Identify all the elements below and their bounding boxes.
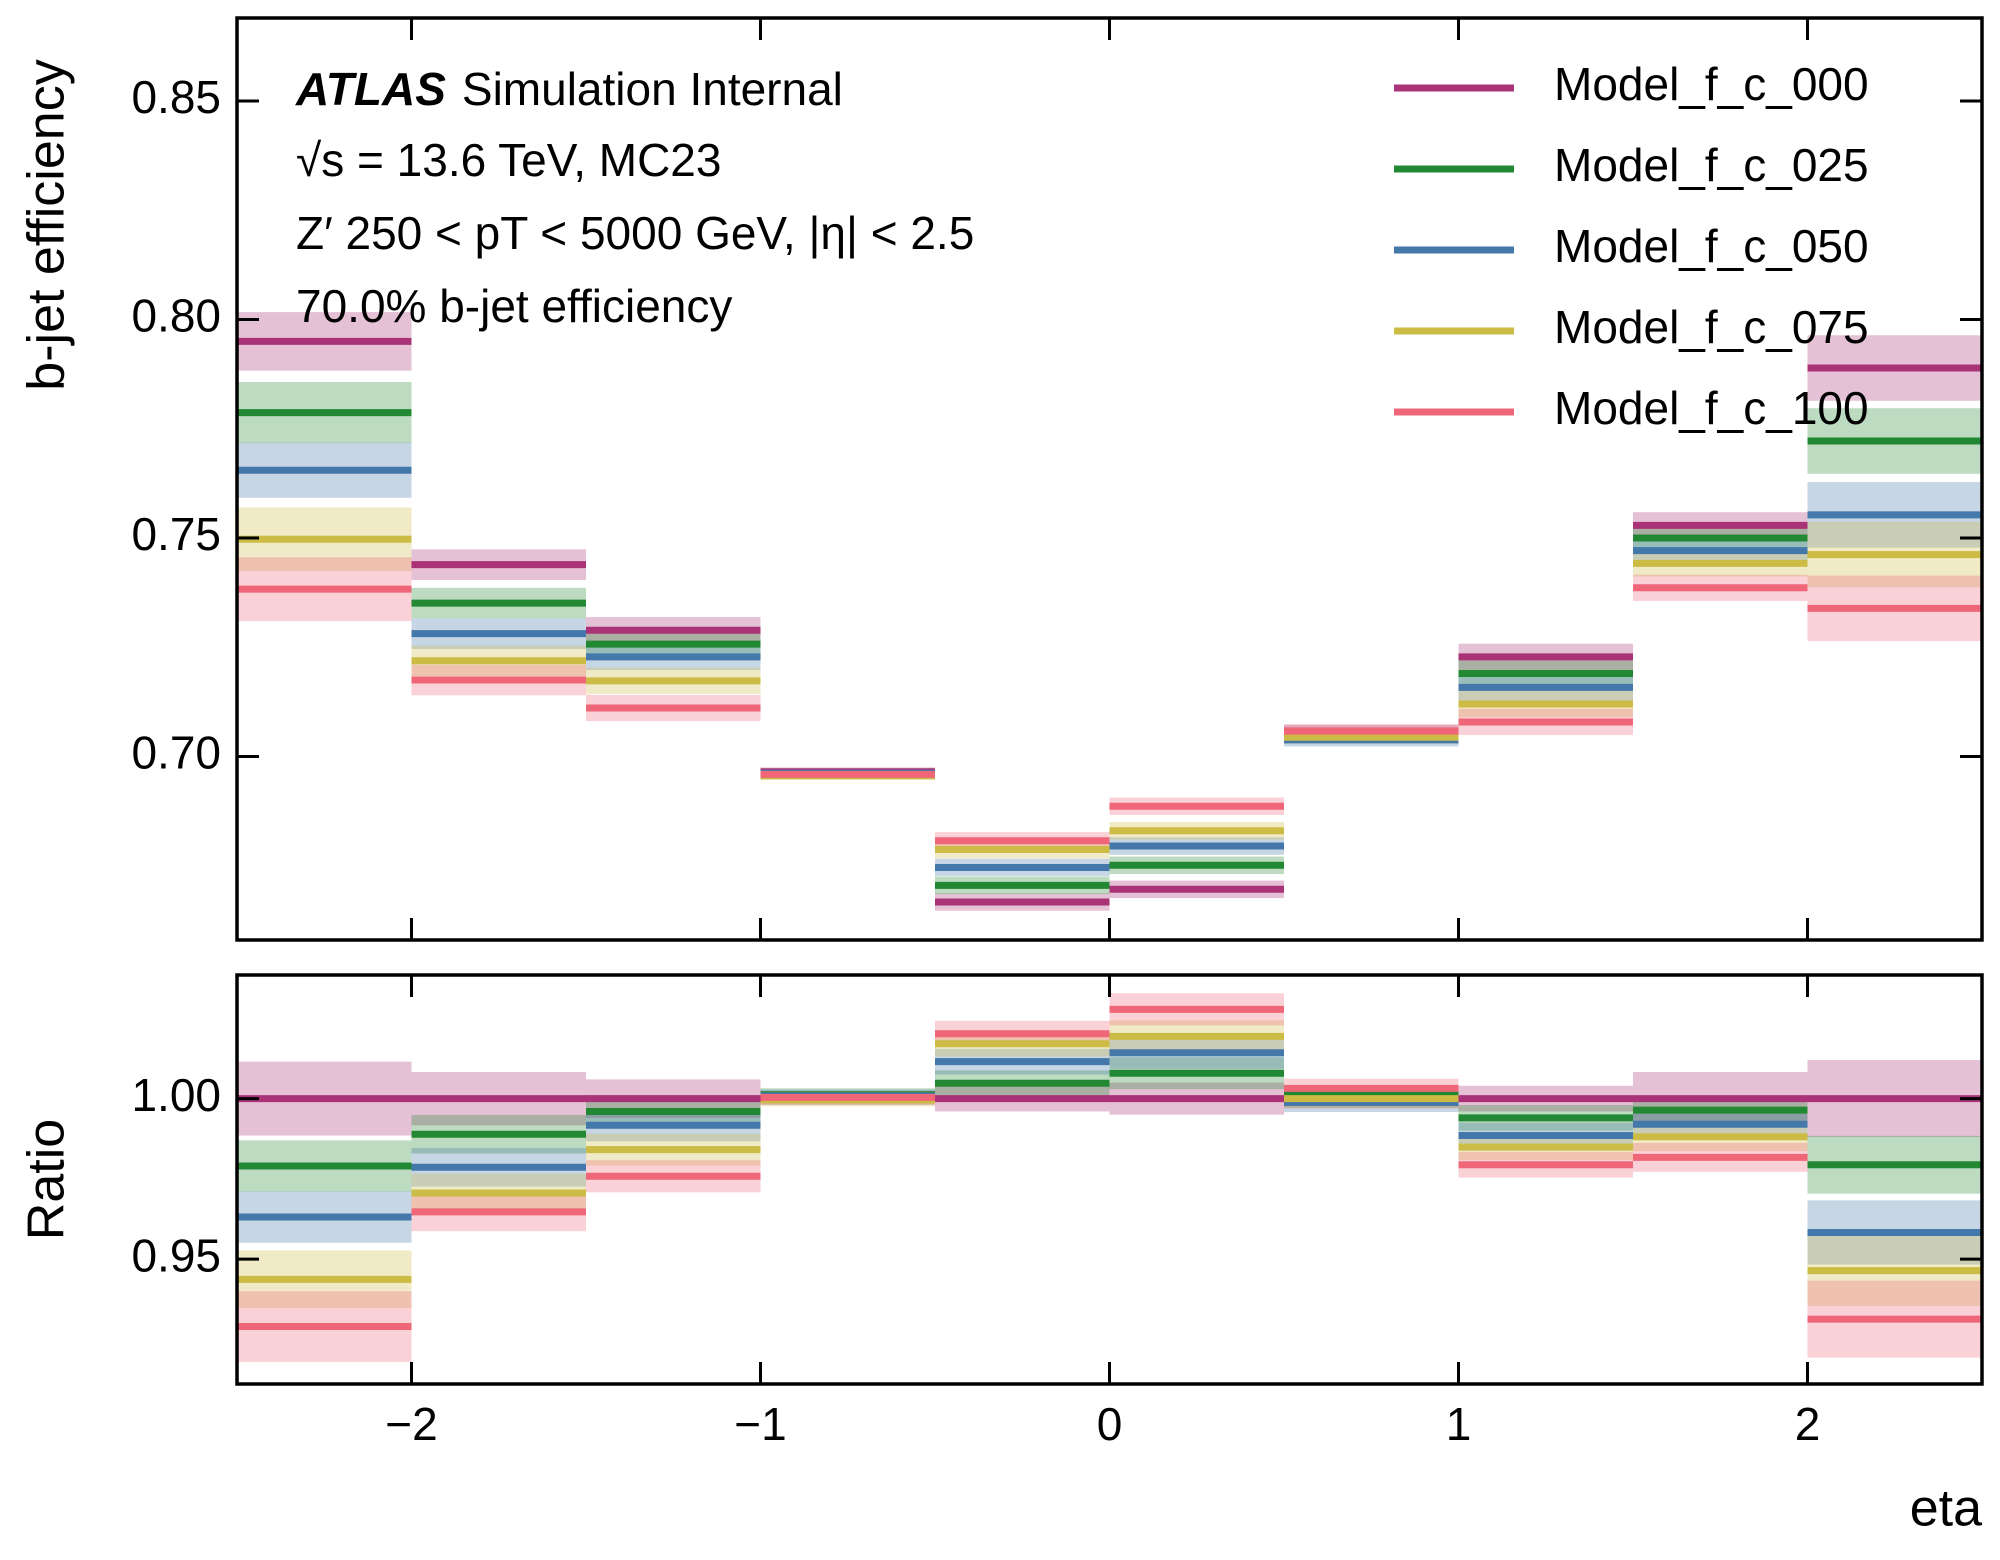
y-axis-label: Ratio — [18, 1119, 76, 1240]
x-axis-label: eta — [1910, 1480, 1982, 1538]
legend-label: Model_f_c_050 — [1554, 220, 1869, 272]
y-tick-label: 0.70 — [131, 727, 221, 779]
plot-area — [237, 312, 1982, 911]
legend-label: Model_f_c_075 — [1554, 301, 1869, 353]
x-tick-label: 0 — [1097, 1398, 1123, 1450]
annotation: Z′ 250 < pT < 5000 GeV, |η| < 2.5 — [296, 207, 974, 259]
y-tick-label: 0.80 — [131, 290, 221, 342]
x-tick-label: −2 — [385, 1398, 437, 1450]
x-tick-label: −1 — [734, 1398, 786, 1450]
y-tick-label: 0.85 — [131, 71, 221, 123]
y-axis-label: b-jet efficiency — [18, 59, 76, 390]
annotation: 70.0% b-jet efficiency — [296, 280, 732, 332]
atlas-label: ATLAS Simulation Internal — [295, 63, 843, 115]
annotation: √s = 13.6 TeV, MC23 — [296, 134, 721, 186]
legend-label: Model_f_c_000 — [1554, 58, 1869, 110]
y-tick-label: 0.75 — [131, 508, 221, 560]
y-tick-label: 1.00 — [131, 1069, 221, 1121]
legend-label: Model_f_c_025 — [1554, 139, 1869, 191]
plot-area — [237, 993, 1982, 1362]
atlas-status: Simulation Internal — [462, 63, 843, 115]
legend-label: Model_f_c_100 — [1554, 382, 1869, 434]
x-tick-label: 1 — [1446, 1398, 1472, 1450]
atlas-name: ATLAS — [295, 63, 446, 115]
x-tick-label: 2 — [1795, 1398, 1821, 1450]
y-tick-label: 0.95 — [131, 1229, 221, 1281]
